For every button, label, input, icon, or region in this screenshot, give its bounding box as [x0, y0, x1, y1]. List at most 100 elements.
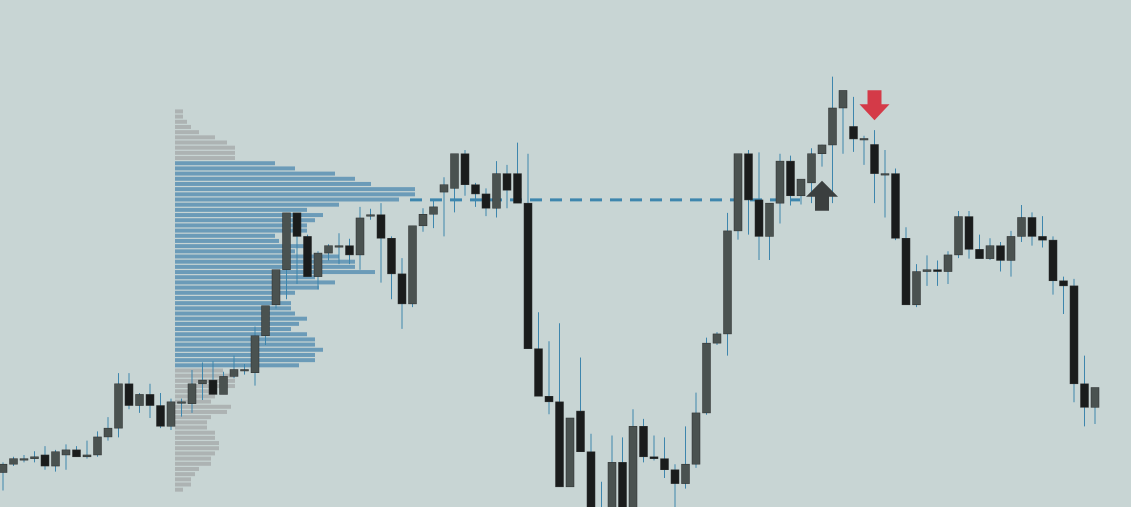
markers-layer: [806, 90, 890, 211]
candle-body-bullish: [492, 173, 501, 209]
profile-bar-blue: [175, 342, 315, 347]
profile-bar-grey: [175, 472, 195, 477]
candle-body-bearish: [292, 212, 302, 237]
profile-bar-blue: [175, 347, 323, 352]
profile-bar-grey: [175, 373, 235, 378]
profile-bar-blue: [175, 181, 371, 186]
profile-bar-blue: [175, 337, 315, 342]
profile-bar-grey: [175, 119, 187, 124]
candle-body-bearish: [534, 348, 543, 397]
candle-body-bullish: [565, 417, 575, 488]
candle-body-bullish: [712, 333, 722, 344]
profile-bar-blue: [175, 213, 323, 218]
profile-bar-blue: [175, 285, 319, 290]
candle-body-bearish: [397, 273, 407, 305]
candle-body-bearish: [1048, 239, 1058, 282]
candle-body-bullish: [681, 463, 690, 484]
candle-body-bullish: [796, 178, 806, 197]
candle-body-bullish: [922, 269, 932, 272]
profile-bar-blue: [175, 187, 415, 192]
candle-body-bearish: [933, 269, 942, 272]
candle-body-bearish: [670, 469, 680, 484]
candle-body-bearish: [975, 249, 984, 259]
profile-bar-grey: [175, 435, 215, 440]
candle-body-bullish: [702, 342, 711, 414]
candle-body-bullish: [198, 379, 207, 385]
candle-body-bearish: [660, 458, 669, 470]
profile-bar-grey: [175, 441, 219, 446]
candle-body-bullish: [439, 184, 449, 193]
candle-body-bullish: [0, 463, 8, 473]
profile-bar-blue: [175, 249, 295, 254]
profile-bar-blue: [175, 207, 307, 212]
profile-bar-grey: [175, 124, 191, 129]
candle-body-bearish: [1080, 383, 1089, 408]
candle-body-bullish: [324, 245, 333, 254]
candle-body-bullish: [282, 212, 291, 270]
profile-bar-blue: [175, 295, 279, 300]
profile-bar-grey: [175, 477, 191, 482]
candle-body-bearish: [481, 193, 491, 209]
candles-layer: [0, 76, 1100, 507]
profile-bar-blue: [175, 316, 307, 321]
candle-body-bullish: [334, 245, 344, 248]
buy-arrow-icon: [806, 180, 838, 211]
candle-body-bearish: [502, 173, 512, 191]
candle-body-bearish: [345, 245, 354, 256]
profile-bar-blue: [175, 290, 295, 295]
candle-body-bearish: [754, 199, 764, 237]
candle-body-bearish: [901, 238, 911, 306]
candle-body-bullish: [807, 153, 816, 184]
candle-body-bullish: [187, 383, 197, 404]
candle-body-bullish: [838, 90, 848, 109]
profile-bar-grey: [175, 384, 235, 389]
candle-body-bearish: [387, 238, 396, 275]
candle-body-bullish: [943, 254, 953, 272]
candle-body-bearish: [376, 214, 386, 239]
candle-body-bullish: [429, 206, 438, 215]
candle-body-bearish: [1069, 285, 1079, 385]
profile-bar-grey: [175, 109, 183, 114]
candle-body-bearish: [72, 449, 81, 458]
candle-body-bullish: [114, 383, 123, 429]
candle-body-bearish: [964, 216, 974, 250]
candle-body-bullish: [19, 458, 29, 461]
candle-body-bullish: [240, 369, 249, 372]
candle-body-bullish: [261, 305, 270, 337]
candle-body-bullish: [985, 245, 995, 259]
candle-body-bullish: [418, 214, 428, 227]
candle-body-bearish: [1059, 280, 1068, 287]
profile-bar-grey: [175, 456, 211, 461]
profile-bar-blue: [175, 332, 307, 337]
candle-body-bearish: [513, 173, 522, 204]
profile-bar-blue: [175, 254, 339, 259]
candle-body-bearish: [303, 236, 312, 277]
profile-bar-grey: [175, 135, 215, 140]
profile-bar-grey: [175, 466, 199, 471]
candle-body-bullish: [355, 217, 365, 256]
profile-bar-blue: [175, 176, 355, 181]
profile-bar-grey: [175, 140, 227, 145]
profile-bar-grey: [175, 425, 207, 430]
profile-bar-blue: [175, 161, 275, 166]
candle-body-bullish: [880, 173, 890, 176]
profile-bar-blue: [175, 352, 315, 357]
candle-body-bullish: [765, 202, 774, 237]
candle-body-bullish: [1006, 236, 1016, 261]
candle-body-bullish: [408, 225, 417, 305]
profile-bar-blue: [175, 264, 355, 269]
candle-body-bearish: [471, 184, 480, 195]
profile-bar-blue: [175, 259, 355, 264]
profile-bar-blue: [175, 363, 299, 368]
profile-bar-blue: [175, 301, 291, 306]
profile-bar-grey: [175, 487, 183, 492]
candle-body-bullish: [859, 138, 869, 141]
candle-body-bearish: [996, 245, 1005, 261]
volume-profile: [175, 109, 415, 492]
profile-bar-blue: [175, 166, 295, 171]
profile-bar-grey: [175, 446, 219, 451]
candle-body-bullish: [82, 454, 92, 458]
candle-body-bullish: [61, 449, 71, 456]
profile-bar-grey: [175, 368, 223, 373]
